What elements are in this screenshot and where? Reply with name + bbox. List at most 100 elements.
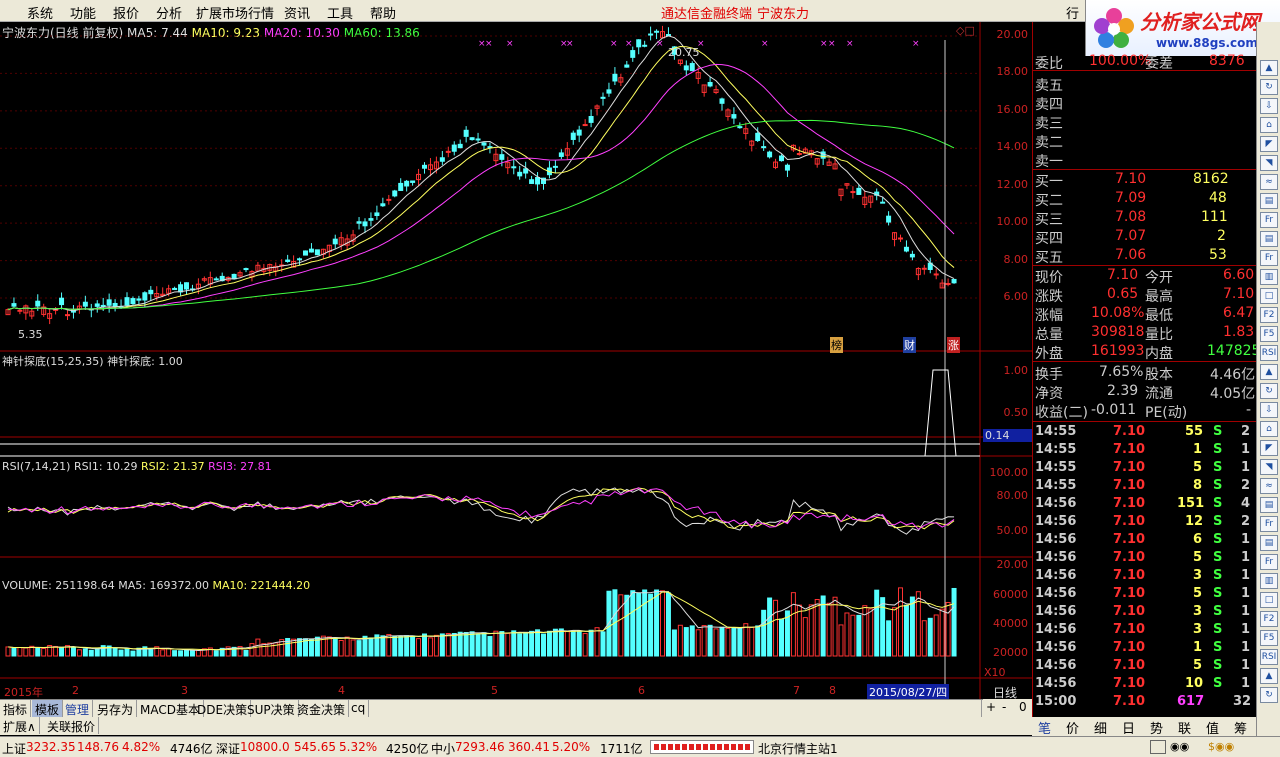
- volume-bar: [951, 587, 957, 657]
- volume-bar: [719, 626, 725, 657]
- tb-macd[interactable]: MACD基本: [137, 700, 204, 717]
- tb-indicator[interactable]: 指标: [0, 700, 32, 717]
- menu-analysis[interactable]: 分析: [156, 7, 183, 22]
- sidebar-tool-icon[interactable]: Fr: [1260, 212, 1278, 228]
- candle: [814, 158, 820, 165]
- zoom-out-button[interactable]: -: [1002, 700, 1007, 714]
- menu-info[interactable]: 资讯: [284, 7, 311, 22]
- sidebar-tool-icon[interactable]: F5: [1260, 326, 1278, 342]
- sidebar-tool-icon[interactable]: ↻: [1260, 687, 1278, 703]
- sidebar-tool-icon[interactable]: ▤: [1260, 497, 1278, 513]
- sidebar-tool-icon[interactable]: ◤: [1260, 136, 1278, 152]
- money-icons[interactable]: $◉◉: [1208, 740, 1235, 753]
- sidebar-tool-icon[interactable]: ↻: [1260, 383, 1278, 399]
- sidebar-tool-icon[interactable]: ◤: [1260, 440, 1278, 456]
- right-tab[interactable]: 筹: [1234, 722, 1248, 737]
- sidebar-tool-icon[interactable]: ⇩: [1260, 98, 1278, 114]
- right-tab[interactable]: 联: [1178, 722, 1192, 737]
- volume-bar: [410, 635, 416, 657]
- menu-quote[interactable]: 报价: [113, 7, 140, 22]
- candle: [796, 152, 802, 155]
- candle: [243, 268, 249, 271]
- indicator-toolbar: 指标 模板 管理 另存为 MACD基本 DDE决策 SUP决策 资金决策 cq: [0, 699, 989, 717]
- status-icons[interactable]: ◉◉: [1170, 740, 1190, 753]
- sidebar-tool-icon[interactable]: □: [1260, 592, 1278, 608]
- sidebar-tool-icon[interactable]: F2: [1260, 307, 1278, 323]
- sidebar-tool-icon[interactable]: □: [1260, 288, 1278, 304]
- tick-cell: 5: [1193, 586, 1203, 601]
- sidebar-tool-icon[interactable]: ≈: [1260, 174, 1278, 190]
- chart-toggle-icons[interactable]: ◇□: [956, 24, 975, 37]
- rsi-ytick-4: 20.00: [996, 558, 1029, 571]
- sidebar-tool-icon[interactable]: ⌂: [1260, 117, 1278, 133]
- sidebar-tool-icon[interactable]: ▤: [1260, 231, 1278, 247]
- menu-system[interactable]: 系统: [27, 7, 54, 22]
- keyboard-icon[interactable]: [1150, 740, 1166, 754]
- right-tab[interactable]: 笔: [1038, 722, 1052, 737]
- sidebar-tool-icon[interactable]: ▤: [1260, 193, 1278, 209]
- right-tab[interactable]: 细: [1094, 722, 1108, 737]
- volume-bar: [874, 589, 880, 657]
- right-tab[interactable]: 值: [1206, 722, 1220, 737]
- sidebar-tool-icon[interactable]: ▥: [1260, 269, 1278, 285]
- menu-corner[interactable]: 行: [1066, 7, 1080, 22]
- marker-zhang[interactable]: 涨: [947, 337, 960, 353]
- right-tab[interactable]: 势: [1150, 722, 1164, 737]
- server-name[interactable]: 北京行情主站1: [758, 742, 838, 756]
- sidebar-tool-icon[interactable]: Fr: [1260, 250, 1278, 266]
- tick-cell: S: [1213, 586, 1223, 601]
- sidebar-tool-icon[interactable]: ◥: [1260, 459, 1278, 475]
- marker-cai[interactable]: 财: [903, 337, 916, 353]
- sidebar-tool-icon[interactable]: RSI: [1260, 345, 1278, 361]
- tb-dde[interactable]: DDE决策: [194, 700, 252, 717]
- stat-row-cell: 7.10: [1223, 286, 1255, 302]
- main-ytick: 14.00: [996, 140, 1029, 154]
- zoom-reset-button[interactable]: 0: [1019, 700, 1027, 714]
- menu-tools[interactable]: 工具: [327, 7, 354, 22]
- tb-cq[interactable]: cq: [348, 700, 370, 717]
- marker-bang[interactable]: 榜: [830, 337, 843, 353]
- tb-expand[interactable]: 扩展∧: [0, 717, 40, 734]
- sidebar-tool-icon[interactable]: Fr: [1260, 554, 1278, 570]
- sidebar-tool-icon[interactable]: F5: [1260, 630, 1278, 646]
- sidebar-tool-icon[interactable]: ⌂: [1260, 421, 1278, 437]
- vol-ytick-3: 20000: [993, 646, 1028, 659]
- sidebar-tool-icon[interactable]: ▲: [1260, 60, 1278, 76]
- menu-help[interactable]: 帮助: [370, 7, 397, 22]
- sidebar-tool-icon[interactable]: RSI: [1260, 649, 1278, 665]
- tb-sup[interactable]: SUP决策: [244, 700, 299, 717]
- sidebar-tool-icon[interactable]: ▤: [1260, 535, 1278, 551]
- tick-cell: 151: [1177, 496, 1205, 511]
- tb-capital[interactable]: 资金决策: [294, 700, 350, 717]
- sidebar-tool-icon[interactable]: ▲: [1260, 668, 1278, 684]
- tick-cell: 55: [1185, 424, 1204, 439]
- tb-manage[interactable]: 管理: [62, 700, 94, 717]
- zoom-in-button[interactable]: +: [986, 700, 997, 714]
- tick-row: 14:55 7.10 55 S 2: [1033, 423, 1257, 441]
- menu-ext-market[interactable]: 扩展市场行情: [196, 7, 275, 22]
- menu-function[interactable]: 功能: [70, 7, 97, 22]
- tb-template[interactable]: 模板: [32, 700, 64, 717]
- chart-area[interactable]: × × ×× × × × × × × × × ××: [0, 22, 1032, 699]
- volume-bar: [225, 646, 231, 657]
- sidebar-tool-icon[interactable]: ↻: [1260, 79, 1278, 95]
- sidebar-tool-icon[interactable]: Fr: [1260, 516, 1278, 532]
- vol-ma5-label: MA5: 169372.00: [118, 579, 209, 592]
- tick-cell: 15:00: [1035, 694, 1077, 709]
- sidebar-tool-icon[interactable]: ▲: [1260, 364, 1278, 380]
- sidebar-tool-icon[interactable]: ◥: [1260, 155, 1278, 171]
- candle: [29, 310, 35, 317]
- volume-bar: [773, 599, 779, 657]
- tb-saveas[interactable]: 另存为: [94, 700, 138, 717]
- right-tab[interactable]: 价: [1066, 722, 1080, 737]
- candle: [35, 300, 41, 307]
- sidebar-tool-icon[interactable]: ≈: [1260, 478, 1278, 494]
- tb-related-quote[interactable]: 关联报价: [44, 717, 100, 734]
- right-tab[interactable]: 日: [1122, 722, 1136, 737]
- period-label[interactable]: 日线: [993, 686, 1018, 700]
- sidebar-tool-icon[interactable]: ⇩: [1260, 402, 1278, 418]
- sidebar-tool-icon[interactable]: F2: [1260, 611, 1278, 627]
- sidebar-tool-icon[interactable]: ▥: [1260, 573, 1278, 589]
- volume-bar: [808, 604, 814, 657]
- volume-bar: [118, 649, 124, 657]
